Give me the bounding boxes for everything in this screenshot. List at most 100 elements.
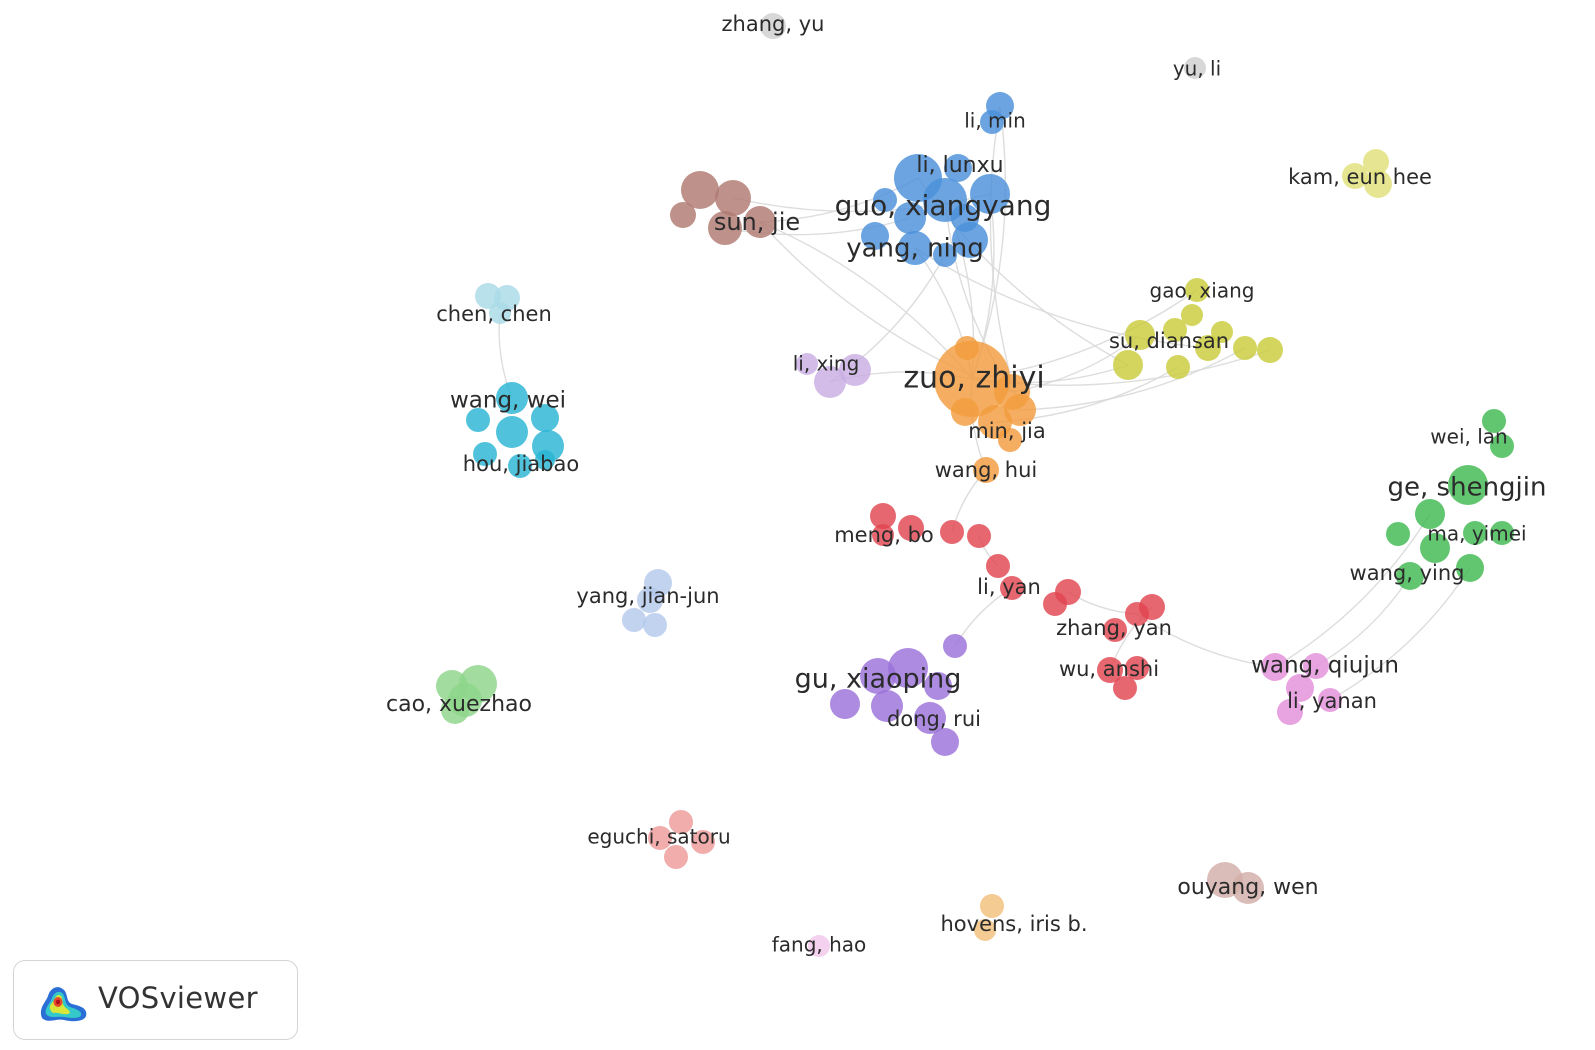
author-node-lightyellow[interactable] (1364, 170, 1392, 198)
author-label[interactable]: yu, li (1173, 57, 1221, 81)
author-label[interactable]: wang, qiujun (1251, 653, 1399, 679)
author-label[interactable]: su, diansan (1109, 329, 1229, 353)
author-node-blue[interactable] (894, 202, 926, 234)
author-node-yellow[interactable] (1113, 350, 1143, 380)
author-node-cyan[interactable] (473, 442, 497, 466)
author-label[interactable]: ge, shengjin (1388, 473, 1547, 503)
author-node-red[interactable] (1043, 592, 1067, 616)
author-node-blue[interactable] (933, 243, 957, 267)
author-node-lightyellow[interactable] (1363, 149, 1389, 175)
author-node-blue[interactable] (970, 174, 1010, 214)
author-node-green[interactable] (1420, 533, 1450, 563)
author-node-purple[interactable] (830, 689, 860, 719)
author-label[interactable]: ma, yimei (1427, 522, 1526, 546)
author-node-gray[interactable] (1184, 57, 1206, 79)
author-node-blue[interactable] (861, 222, 889, 250)
author-node-red[interactable] (1113, 676, 1137, 700)
author-node-brown[interactable] (681, 171, 719, 209)
author-label[interactable]: gao, xiang (1150, 279, 1255, 303)
author-node-red[interactable] (986, 554, 1010, 578)
author-node-green[interactable] (1396, 562, 1424, 590)
author-node-purple[interactable] (931, 728, 959, 756)
author-label[interactable]: kam, eun hee (1288, 165, 1432, 189)
author-node-pink[interactable] (1286, 674, 1314, 702)
author-label[interactable]: li, xing (793, 352, 860, 376)
author-node-green[interactable] (1448, 465, 1488, 505)
author-label[interactable]: wang, wei (450, 388, 566, 414)
author-node-red[interactable] (870, 503, 896, 529)
author-node-purple[interactable] (860, 658, 896, 694)
author-node-lightblue[interactable] (643, 613, 667, 637)
author-node-red[interactable] (1097, 657, 1123, 683)
author-node-purple[interactable] (924, 672, 952, 700)
author-node-yellow[interactable] (1233, 336, 1257, 360)
author-node-salmon[interactable] (669, 810, 693, 834)
author-node-green[interactable] (1463, 521, 1487, 545)
author-node-red[interactable] (940, 520, 964, 544)
author-node-red[interactable] (1103, 618, 1127, 642)
author-node-lilac[interactable] (814, 366, 846, 398)
author-label[interactable]: sun, jie (714, 208, 800, 236)
author-node-brown[interactable] (708, 211, 742, 245)
author-label[interactable]: gu, xiaoping (795, 664, 962, 695)
author-node-red[interactable] (1139, 594, 1165, 620)
author-label[interactable]: wu, anshi (1059, 657, 1159, 681)
author-node-blue[interactable] (873, 188, 897, 212)
author-node-orange[interactable] (934, 341, 1010, 417)
author-label[interactable]: li, yan (977, 575, 1041, 599)
author-node-salmon[interactable] (664, 845, 688, 869)
author-label[interactable]: wang, ying (1350, 561, 1465, 585)
author-node-green[interactable] (1386, 522, 1410, 546)
author-label[interactable]: li, min (964, 109, 1026, 133)
author-node-green[interactable] (1415, 499, 1445, 529)
author-node-red[interactable] (1125, 656, 1149, 680)
author-label[interactable]: meng, bo (834, 523, 934, 547)
author-node-blue[interactable] (898, 231, 932, 265)
author-node-blue[interactable] (944, 154, 972, 182)
author-node-orange[interactable] (951, 398, 979, 426)
author-node-lilac[interactable] (839, 354, 871, 386)
author-label[interactable]: wang, hui (935, 458, 1038, 482)
author-node-brown[interactable] (715, 180, 751, 216)
author-node-purple[interactable] (914, 702, 946, 734)
author-node-lilac[interactable] (796, 353, 818, 375)
author-node-gray[interactable] (760, 13, 786, 39)
author-node-beige[interactable] (1232, 872, 1264, 904)
author-node-red[interactable] (1000, 576, 1024, 600)
author-node-yellow[interactable] (1166, 355, 1190, 379)
author-node-cyan[interactable] (531, 404, 559, 432)
author-node-yellow[interactable] (1125, 320, 1155, 350)
author-node-pink[interactable] (1318, 688, 1342, 712)
author-label[interactable]: li, yanan (1287, 689, 1377, 713)
author-node-cyan[interactable] (508, 454, 532, 478)
author-label[interactable]: eguchi, satoru (587, 825, 730, 849)
author-node-cyan[interactable] (496, 416, 528, 448)
author-label[interactable]: wei, lan (1430, 425, 1507, 449)
author-node-blue[interactable] (980, 110, 1004, 134)
author-label[interactable]: guo, xiangyang (835, 189, 1052, 222)
author-node-purple[interactable] (888, 648, 928, 688)
author-node-lightcyan[interactable] (475, 283, 501, 309)
author-node-cyan[interactable] (466, 408, 490, 432)
author-node-pink[interactable] (1303, 653, 1329, 679)
author-node-brown[interactable] (744, 206, 776, 238)
author-node-yellow[interactable] (1195, 335, 1221, 361)
author-node-green[interactable] (1490, 434, 1514, 458)
author-node-yellow[interactable] (1181, 304, 1203, 326)
author-node-lightgreen[interactable] (441, 696, 469, 724)
author-node-salmon[interactable] (648, 826, 672, 850)
author-node-cyan[interactable] (496, 382, 528, 414)
author-label[interactable]: zhang, yan (1056, 616, 1172, 640)
author-node-purple[interactable] (871, 690, 903, 722)
author-node-green[interactable] (1482, 409, 1506, 433)
author-label[interactable]: yang, jian-jun (576, 584, 719, 608)
author-label[interactable]: zhang, yu (722, 12, 825, 36)
author-node-yellow[interactable] (1211, 321, 1233, 343)
author-node-lightyellow[interactable] (1342, 163, 1368, 189)
author-label[interactable]: hovens, iris b. (940, 912, 1087, 936)
author-node-lightblue[interactable] (637, 587, 663, 613)
author-label[interactable]: fang, hao (772, 933, 867, 957)
author-label[interactable]: chen, chen (436, 302, 552, 326)
author-node-orange[interactable] (1004, 394, 1036, 426)
